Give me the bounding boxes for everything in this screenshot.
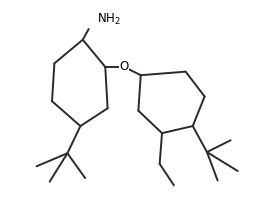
Text: NH$_2$: NH$_2$ bbox=[97, 12, 121, 27]
Text: O: O bbox=[120, 60, 129, 73]
